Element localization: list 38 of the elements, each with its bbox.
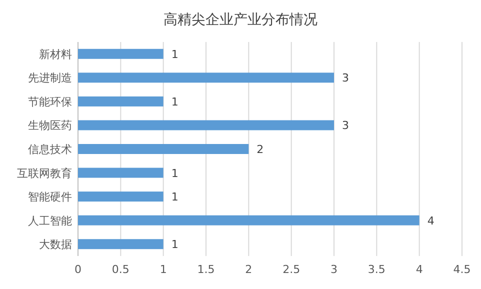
data-label: 3 <box>342 72 349 85</box>
data-label: 2 <box>256 143 264 156</box>
bar <box>78 96 164 106</box>
bar <box>78 72 334 83</box>
x-tick-label: 0 <box>74 263 82 276</box>
y-tick-label: 新材料 <box>39 48 72 61</box>
x-tick-label: 4 <box>416 263 423 276</box>
y-tick-label: 互联网教育 <box>17 166 72 180</box>
x-tick-label: 3 <box>330 263 338 276</box>
data-label: 1 <box>171 48 178 61</box>
y-tick-label: 生物医药 <box>28 119 72 132</box>
x-tick-label: 4.5 <box>453 263 471 276</box>
x-tick-label: 3.5 <box>368 263 386 276</box>
data-label: 1 <box>171 166 178 180</box>
y-tick-label: 人工智能 <box>28 214 72 228</box>
y-tick-label: 节能环保 <box>28 95 72 108</box>
x-tick-label: 0.5 <box>112 263 130 276</box>
y-tick-label: 先进制造 <box>28 72 72 85</box>
data-label: 1 <box>171 95 178 108</box>
data-label: 4 <box>427 214 434 228</box>
y-tick-label: 信息技术 <box>28 143 72 156</box>
x-tick-label: 1.5 <box>197 263 215 276</box>
bar <box>78 144 249 154</box>
data-label: 3 <box>342 119 349 132</box>
bar <box>78 120 334 130</box>
data-label: 1 <box>171 190 178 204</box>
bar <box>78 192 164 202</box>
bar <box>78 215 420 226</box>
data-label: 1 <box>171 238 178 252</box>
x-tick-label: 2.5 <box>282 263 300 276</box>
y-tick-label: 智能硬件 <box>28 190 72 204</box>
bar <box>78 239 164 250</box>
x-tick-label: 2 <box>245 263 252 276</box>
chart-title: 高精尖企业产业分布情况 <box>164 12 318 28</box>
x-tick-label: 1 <box>160 263 167 276</box>
y-tick-label: 大数据 <box>39 238 72 252</box>
bar <box>78 48 164 59</box>
bar <box>78 168 164 178</box>
